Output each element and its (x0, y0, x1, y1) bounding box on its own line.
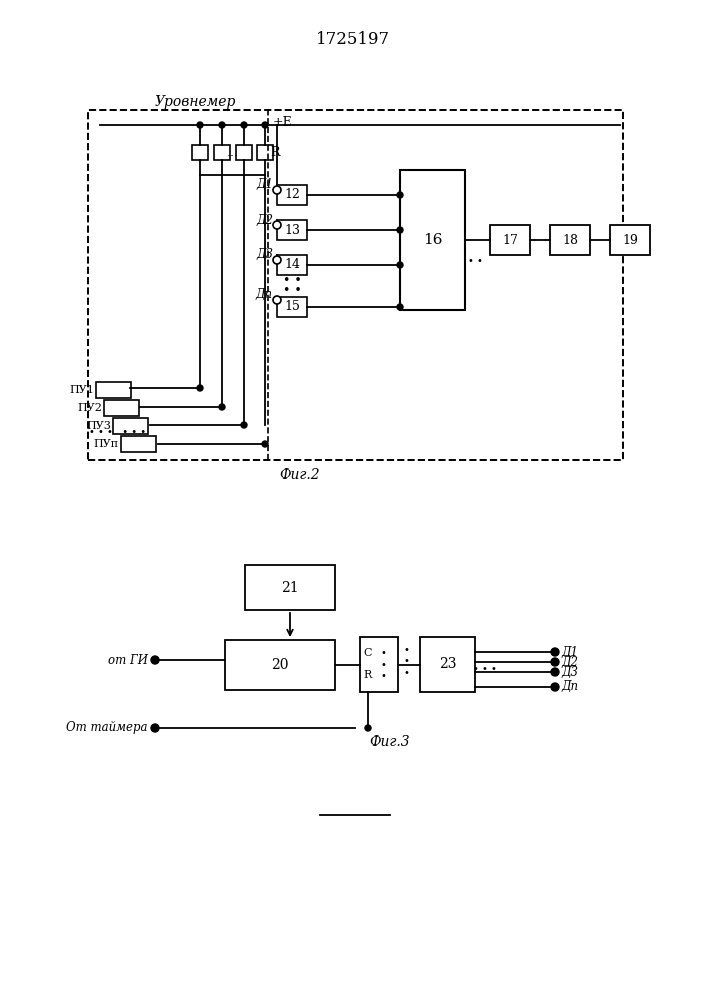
Text: Д1: Д1 (561, 646, 578, 658)
Circle shape (397, 262, 403, 268)
Text: Фиг.2: Фиг.2 (280, 468, 320, 482)
Text: •
•
•: • • • (403, 645, 409, 678)
Bar (113, 418, 148, 434)
Bar (420, 637, 475, 692)
Circle shape (241, 422, 247, 428)
Text: 15: 15 (284, 300, 300, 314)
Text: Д1: Д1 (256, 178, 273, 192)
Circle shape (273, 256, 281, 264)
Bar (400, 170, 465, 310)
Circle shape (219, 122, 225, 128)
Bar (225, 640, 335, 690)
Bar (277, 185, 307, 205)
Text: •
•
•: • • • (380, 648, 386, 681)
Bar (277, 255, 307, 275)
Text: Уровнемер: Уровнемер (155, 95, 236, 109)
Bar (610, 225, 650, 255)
Circle shape (397, 227, 403, 233)
Text: Фиг.3: Фиг.3 (370, 735, 410, 749)
Text: R: R (364, 670, 372, 680)
Text: 21: 21 (281, 580, 299, 594)
Text: Д2: Д2 (256, 214, 273, 227)
Text: Д3: Д3 (256, 248, 273, 261)
Circle shape (273, 186, 281, 194)
Text: 18: 18 (562, 233, 578, 246)
Text: • •: • • (468, 256, 483, 266)
Circle shape (197, 122, 203, 128)
Text: ПУ3: ПУ3 (86, 421, 111, 431)
Circle shape (262, 122, 268, 128)
Text: • •: • • (283, 273, 301, 286)
Text: R: R (270, 145, 279, 158)
Text: 14: 14 (284, 258, 300, 271)
Circle shape (365, 725, 371, 731)
Text: От таймера: От таймера (66, 722, 148, 734)
Text: 23: 23 (439, 658, 456, 672)
Text: Д3: Д3 (561, 666, 578, 678)
Circle shape (551, 648, 559, 656)
Text: 20: 20 (271, 658, 288, 672)
Text: 12: 12 (284, 188, 300, 202)
Text: 16: 16 (423, 233, 443, 247)
Circle shape (397, 304, 403, 310)
Circle shape (262, 441, 268, 447)
Bar (214, 145, 230, 160)
Circle shape (197, 385, 203, 391)
Bar (192, 145, 208, 160)
Text: от ГИ: от ГИ (108, 654, 148, 666)
Bar (245, 565, 335, 610)
Bar (550, 225, 590, 255)
Text: ПУп: ПУп (94, 439, 119, 449)
Text: ПУ2: ПУ2 (77, 403, 102, 413)
Text: 13: 13 (284, 224, 300, 236)
Text: +E: +E (273, 115, 293, 128)
Text: 17: 17 (502, 233, 518, 246)
Bar (257, 145, 273, 160)
Circle shape (273, 296, 281, 304)
Text: ПУ1: ПУ1 (69, 385, 94, 395)
Text: C: C (363, 648, 373, 658)
Bar (490, 225, 530, 255)
Bar (104, 400, 139, 416)
Bar (96, 382, 131, 398)
Text: Дп: Дп (256, 288, 273, 302)
Circle shape (151, 656, 159, 664)
Circle shape (151, 724, 159, 732)
Circle shape (551, 668, 559, 676)
Circle shape (219, 404, 225, 410)
Circle shape (551, 658, 559, 666)
Text: ...: ... (227, 145, 239, 158)
Circle shape (241, 122, 247, 128)
Text: • •: • • (283, 284, 301, 296)
Bar (121, 436, 156, 452)
Text: 19: 19 (622, 233, 638, 246)
Text: • • •   • • •: • • • • • • (90, 427, 146, 437)
Text: Дп: Дп (561, 680, 578, 694)
Bar (236, 145, 252, 160)
Text: • • •: • • • (473, 664, 497, 674)
Circle shape (397, 192, 403, 198)
Circle shape (551, 683, 559, 691)
Bar (360, 637, 398, 692)
Bar (277, 297, 307, 317)
Circle shape (273, 221, 281, 229)
Text: Д2: Д2 (561, 656, 578, 668)
Text: 1725197: 1725197 (316, 31, 390, 48)
Bar (277, 220, 307, 240)
